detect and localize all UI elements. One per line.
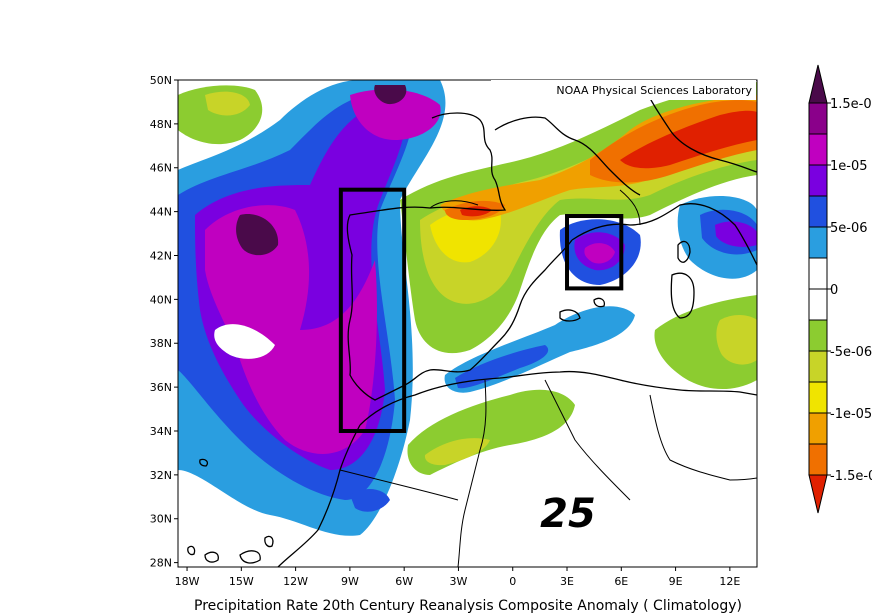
colorbar-tick-label: -5e-06	[830, 345, 872, 360]
colorbar-segment	[808, 133, 828, 166]
colorbar-tick-label: -1e-05	[830, 407, 872, 422]
lat-tick-label: 44N	[150, 206, 172, 219]
credit-label: NOAA Physical Sciences Laboratory	[556, 84, 752, 97]
anomaly-field	[178, 80, 757, 567]
credit-background	[491, 80, 756, 100]
lon-tick-label: 6E	[614, 575, 628, 588]
colorbar-segment	[808, 257, 828, 290]
lat-tick-label: 48N	[150, 118, 172, 131]
lat-tick-label: 30N	[150, 513, 172, 526]
lat-tick-label: 36N	[150, 381, 172, 394]
colorbar-segment	[808, 164, 828, 197]
colorbar-tick-label: -1.5e-05	[830, 469, 872, 484]
lat-tick-label: 28N	[150, 557, 172, 570]
iberia-west-box	[338, 187, 407, 433]
lat-tick-label: 46N	[150, 162, 172, 175]
lon-tick-label: 9E	[669, 575, 683, 588]
lon-tick-label: 9W	[341, 575, 359, 588]
colorbar-segment	[808, 195, 828, 228]
colorbar: 1.5e-05 1e-05 5e-06 0 -5e-06 -1e-05 -1.5e-05	[808, 64, 872, 514]
colorbar-segment	[808, 226, 828, 259]
colorbar-segment	[808, 443, 828, 476]
coastlines	[187, 80, 757, 567]
lon-tick-label: 12W	[283, 575, 308, 588]
gulf-of-lion-box	[565, 214, 624, 291]
colorbar-segment	[808, 412, 828, 445]
colorbar-tick-label: 5e-06	[830, 221, 868, 236]
lat-tick-label: 38N	[150, 337, 172, 350]
colorbar-bottom-arrow	[808, 474, 828, 514]
latitude-axis: 50N 48N 46N 44N 42N 40N 38N 36N 34N 32N 30N 28N	[150, 74, 178, 570]
lon-tick-label: 18W	[175, 575, 200, 588]
colorbar-segment	[808, 350, 828, 383]
colorbar-segment	[808, 102, 828, 135]
lon-tick-label: 6W	[395, 575, 413, 588]
colorbar-tick-label: 1.5e-05	[830, 97, 872, 112]
figure-caption: Precipitation Rate 20th Century Reanalys…	[194, 598, 742, 614]
lat-tick-label: 34N	[150, 425, 172, 438]
lat-tick-label: 50N	[150, 74, 172, 87]
lon-tick-label: 3W	[450, 575, 468, 588]
lon-tick-label: 3E	[560, 575, 574, 588]
longitude-axis: 18W 15W 12W 9W 6W 3W 0 3E 6E 9E 12E	[175, 567, 740, 588]
colorbar-top-arrow	[808, 64, 828, 104]
lon-tick-label: 0	[509, 575, 516, 588]
lon-tick-label: 12E	[719, 575, 740, 588]
highlight-boxes	[338, 187, 624, 433]
colorbar-segment	[808, 381, 828, 414]
plot-frame	[177, 79, 758, 568]
colorbar-tick-label: 0	[830, 283, 838, 298]
lat-tick-label: 40N	[150, 293, 172, 306]
lon-tick-label: 15W	[229, 575, 254, 588]
panel-number: 25	[540, 491, 596, 537]
colorbar-segment	[808, 288, 828, 321]
lat-tick-label: 32N	[150, 469, 172, 482]
colorbar-segment	[808, 319, 828, 352]
colorbar-tick-label: 1e-05	[830, 159, 868, 174]
lat-tick-label: 42N	[150, 249, 172, 262]
